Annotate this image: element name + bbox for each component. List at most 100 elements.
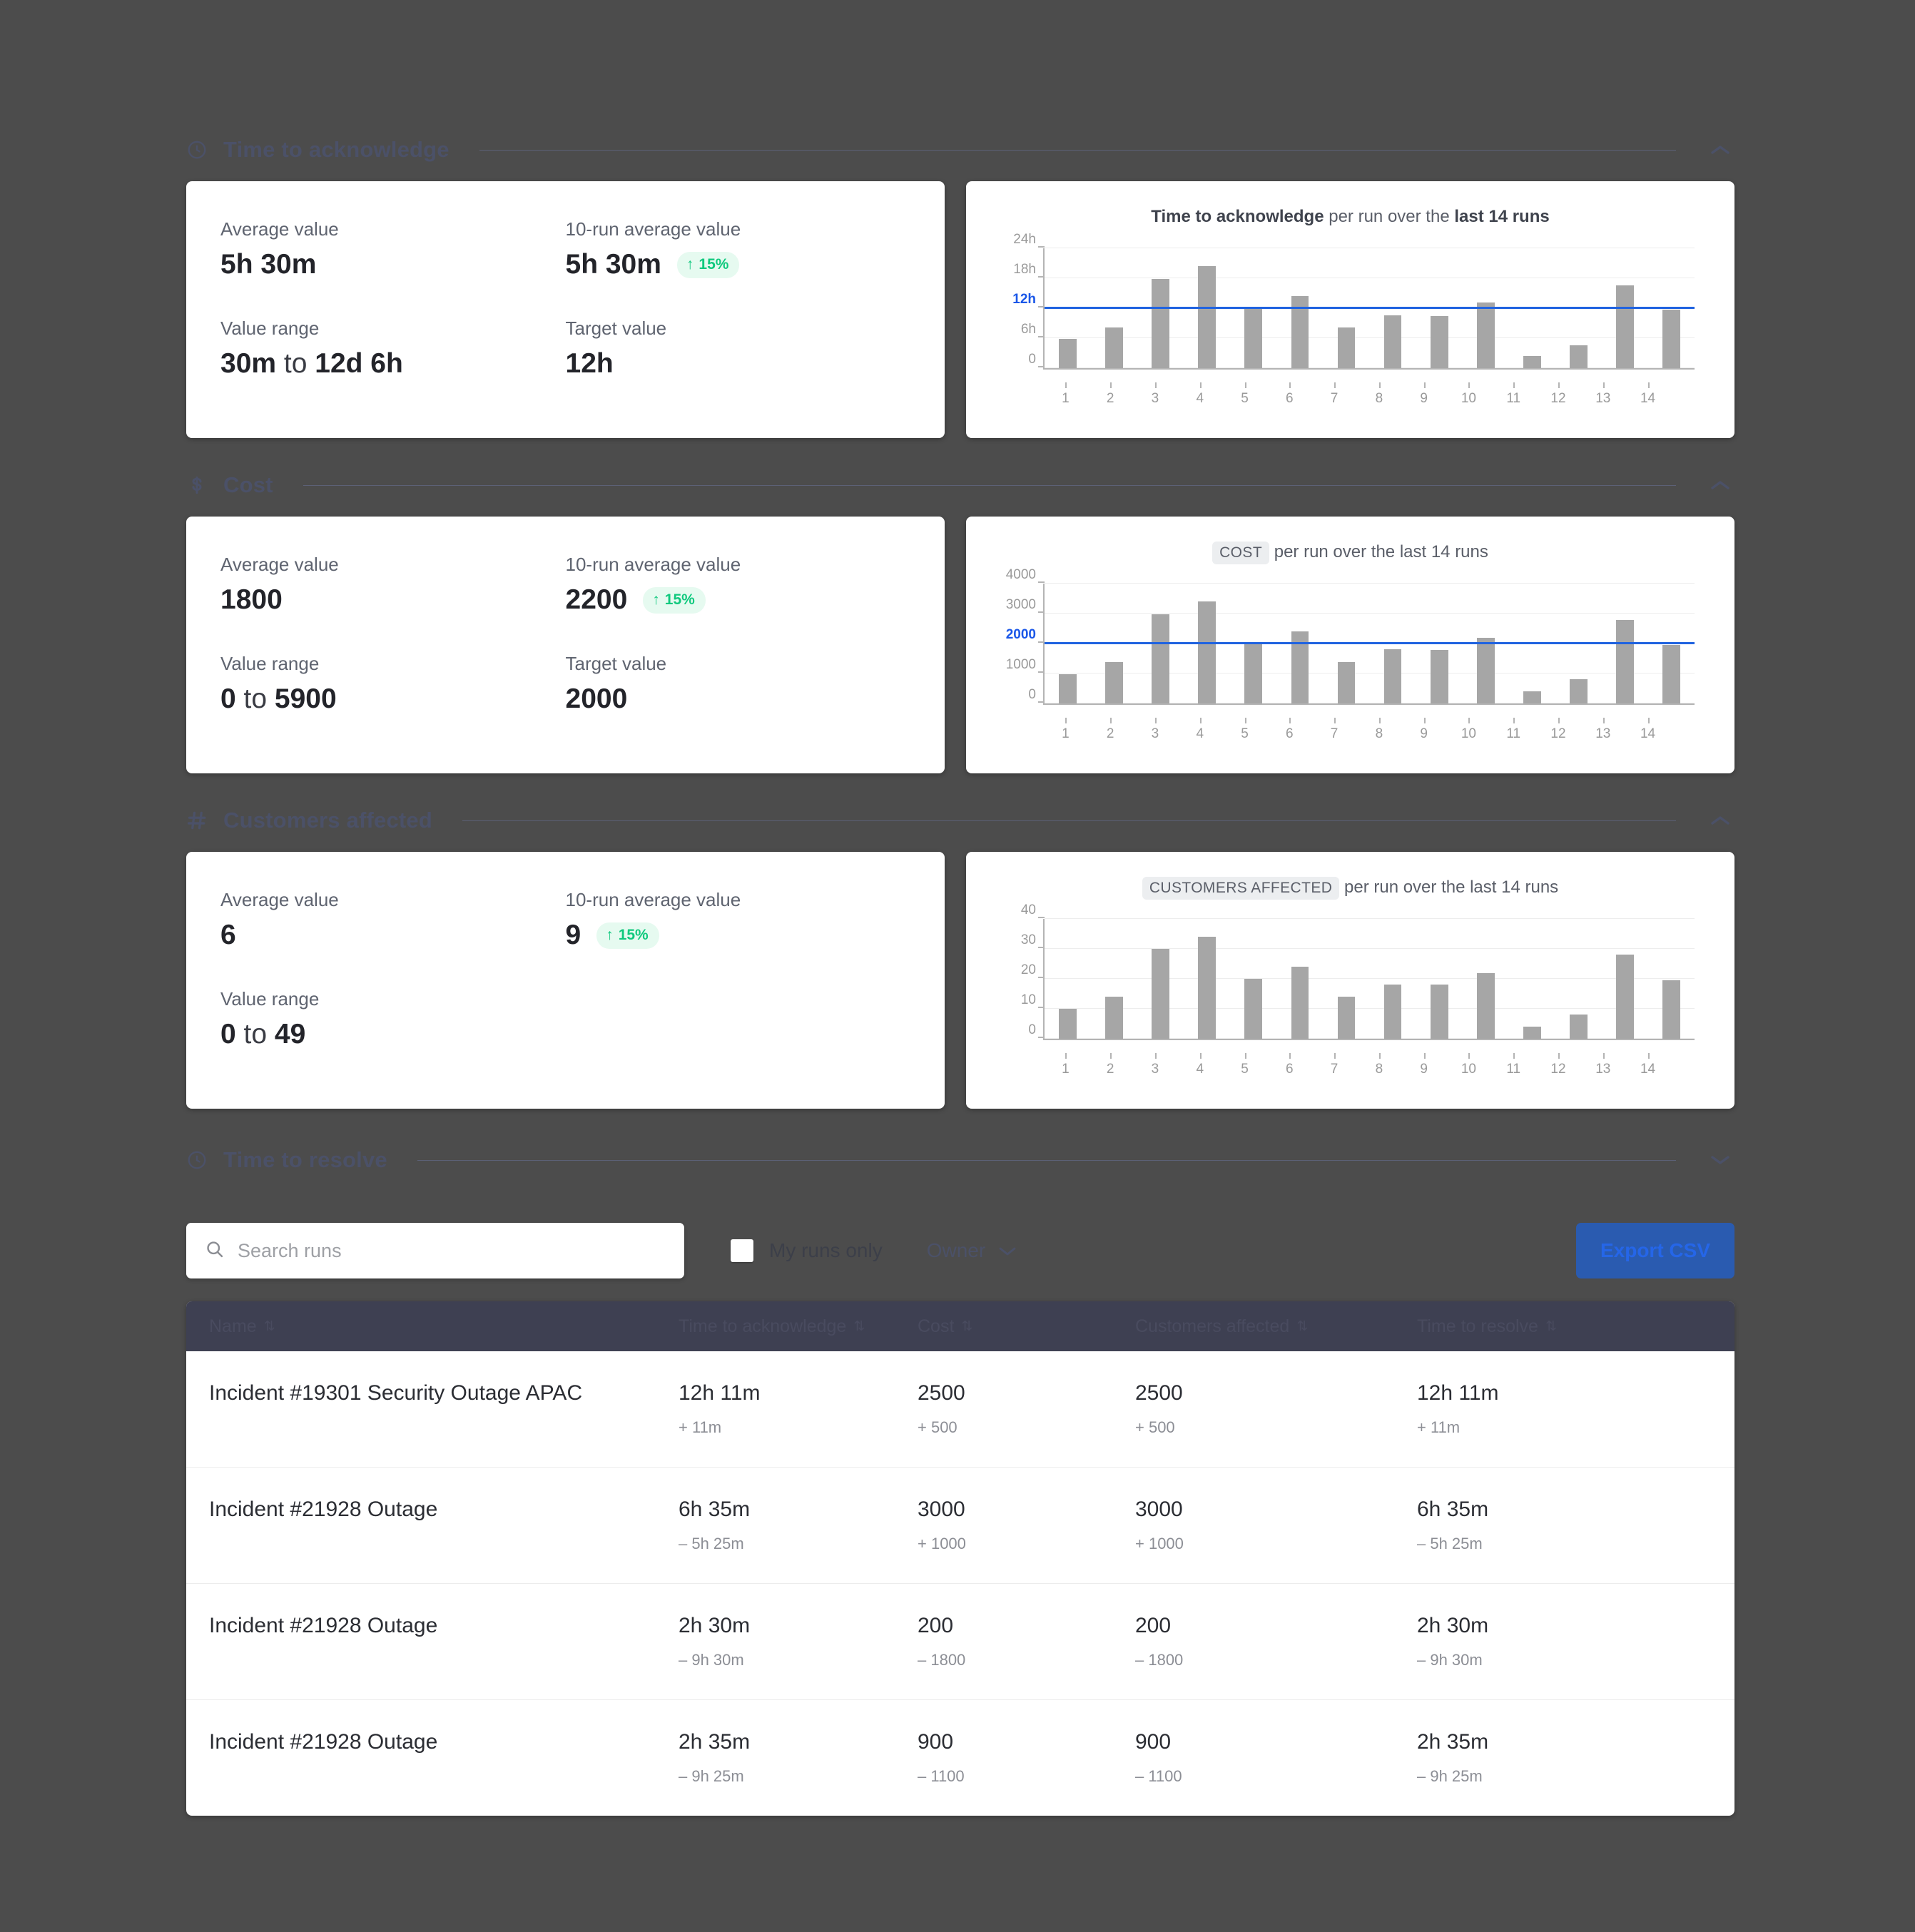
section-header-time-to-acknowledge[interactable]: Time to acknowledge <box>186 128 1734 171</box>
column-header-name[interactable]: Name ⇅ <box>186 1316 679 1337</box>
bar[interactable] <box>1198 937 1216 1039</box>
export-csv-button[interactable]: Export CSV <box>1575 1223 1734 1278</box>
bar[interactable] <box>1662 645 1680 703</box>
bar[interactable] <box>1523 1027 1541 1039</box>
section-header-customers-affected[interactable]: Customers affected <box>186 799 1734 842</box>
cell-value: 200 <box>1135 1614 1172 1637</box>
column-header-cost[interactable]: Cost ⇅ <box>918 1316 1135 1337</box>
stat-value: 2000 <box>565 683 628 714</box>
bar[interactable] <box>1476 972 1495 1039</box>
chevron-up-icon[interactable] <box>1706 136 1734 164</box>
owner-filter-label: Owner <box>926 1239 986 1261</box>
stat-value: 0 to 5900 <box>220 683 337 715</box>
table-row[interactable]: Incident #21928 Outage 2h 35m – 9h 25m 900 –… <box>186 1700 1734 1816</box>
section-header-cost[interactable]: Cost <box>186 464 1734 507</box>
bar[interactable] <box>1152 614 1170 703</box>
bar-slot <box>1184 919 1230 1039</box>
section-header-time-to-resolve[interactable]: Time to resolve <box>186 1139 1734 1181</box>
bar-slot <box>1091 584 1137 703</box>
y-axis-tick-mark <box>1038 276 1045 278</box>
my-runs-only-checkbox[interactable] <box>731 1239 753 1262</box>
column-header-time-to-resolve[interactable]: Time to resolve ⇅ <box>1417 1316 1688 1337</box>
bar[interactable] <box>1570 679 1588 703</box>
bar[interactable] <box>1105 661 1123 703</box>
bar[interactable] <box>1383 315 1402 368</box>
bar[interactable] <box>1291 967 1309 1039</box>
column-header-customers-affected[interactable]: Customers affected ⇅ <box>1135 1316 1417 1337</box>
table-row[interactable]: Incident #21928 Outage 2h 30m – 9h 30m 200 –… <box>186 1584 1734 1700</box>
x-axis-tick: 6 <box>1267 1053 1312 1077</box>
bar[interactable] <box>1337 661 1356 703</box>
clock-icon <box>186 139 208 161</box>
bar-slot <box>1323 919 1369 1039</box>
bar[interactable] <box>1198 601 1216 703</box>
cell-value: 2h 35m <box>1417 1730 1489 1754</box>
y-axis-tick-mark <box>1038 701 1045 703</box>
stat-label: Target value <box>565 653 667 674</box>
bar[interactable] <box>1383 985 1402 1039</box>
bar[interactable] <box>1662 310 1680 368</box>
bar[interactable] <box>1152 949 1170 1039</box>
bar[interactable] <box>1523 691 1541 703</box>
bar[interactable] <box>1152 278 1170 368</box>
range-to: 12d 6h <box>315 348 403 379</box>
y-axis-tick-mark <box>1038 581 1045 583</box>
cell-delta: – 1800 <box>918 1651 966 1669</box>
bar-slot <box>1648 919 1695 1039</box>
bar[interactable] <box>1337 327 1356 368</box>
cell-delta: – 1800 <box>1135 1651 1184 1669</box>
search-input[interactable]: Search runs <box>186 1223 684 1278</box>
cell-time-to-resolve: 6h 35m – 5h 25m <box>1417 1498 1688 1553</box>
bar[interactable] <box>1105 327 1123 368</box>
x-axis-tick: 12 <box>1536 1053 1581 1077</box>
bar[interactable] <box>1383 649 1402 703</box>
bar[interactable] <box>1198 265 1216 368</box>
delta-value: 15% <box>699 255 729 273</box>
bar[interactable] <box>1616 955 1634 1039</box>
bar[interactable] <box>1570 1015 1588 1039</box>
bar[interactable] <box>1662 980 1680 1039</box>
cell-time-to-resolve: 12h 11m + 11m <box>1417 1381 1688 1437</box>
chevron-down-icon[interactable] <box>1706 1146 1734 1174</box>
bar[interactable] <box>1059 1009 1077 1039</box>
bar[interactable] <box>1523 356 1541 368</box>
bar[interactable] <box>1476 637 1495 703</box>
range-to: 5900 <box>274 683 337 714</box>
owner-filter-dropdown[interactable]: Owner <box>927 1239 1017 1262</box>
y-axis-tick: 24h <box>1013 232 1036 247</box>
range-from: 30m <box>220 348 277 379</box>
x-axis-tick: 2 <box>1088 718 1133 742</box>
bar[interactable] <box>1337 997 1356 1039</box>
gridline <box>1045 583 1695 584</box>
bar-slot <box>1602 919 1648 1039</box>
x-axis-tick: 3 <box>1133 382 1178 407</box>
range-join: to <box>235 1019 275 1049</box>
bar[interactable] <box>1059 338 1077 368</box>
sort-icon: ⇅ <box>961 1318 973 1334</box>
bar[interactable] <box>1430 649 1448 703</box>
bar[interactable] <box>1616 285 1634 368</box>
bar[interactable] <box>1244 308 1263 368</box>
table-row[interactable]: Incident #19301 Security Outage APAC 12h … <box>186 1351 1734 1468</box>
bar[interactable] <box>1570 345 1588 368</box>
cell-value: 900 <box>918 1730 954 1754</box>
x-axis-ticks: 1 2 3 4 5 6 7 8 9 10 11 12 13 14 <box>1043 382 1670 407</box>
chevron-up-icon[interactable] <box>1706 471 1734 499</box>
table-row[interactable]: Incident #21928 Outage 6h 35m – 5h 25m 3000… <box>186 1468 1734 1584</box>
column-header-time-to-acknowledge[interactable]: Time to acknowledge ⇅ <box>679 1316 918 1337</box>
sort-icon: ⇅ <box>263 1318 275 1334</box>
bar[interactable] <box>1616 620 1634 703</box>
chevron-up-icon[interactable] <box>1706 806 1734 835</box>
bar[interactable] <box>1476 302 1495 368</box>
x-axis-tick: 6 <box>1267 382 1312 407</box>
chart-plot-area: 0 1000 2000 3000 4000 1 2 3 4 5 6 7 8 9 10 11 12 13 14 <box>982 567 1695 741</box>
bar[interactable] <box>1059 673 1077 703</box>
bar[interactable] <box>1244 644 1263 703</box>
bar[interactable] <box>1244 979 1263 1039</box>
bar[interactable] <box>1105 997 1123 1039</box>
stat-label: Value range <box>220 653 320 674</box>
bar[interactable] <box>1430 985 1448 1039</box>
cell-delta: + 500 <box>918 1418 958 1436</box>
bar[interactable] <box>1430 315 1448 368</box>
gridline <box>1045 367 1695 368</box>
